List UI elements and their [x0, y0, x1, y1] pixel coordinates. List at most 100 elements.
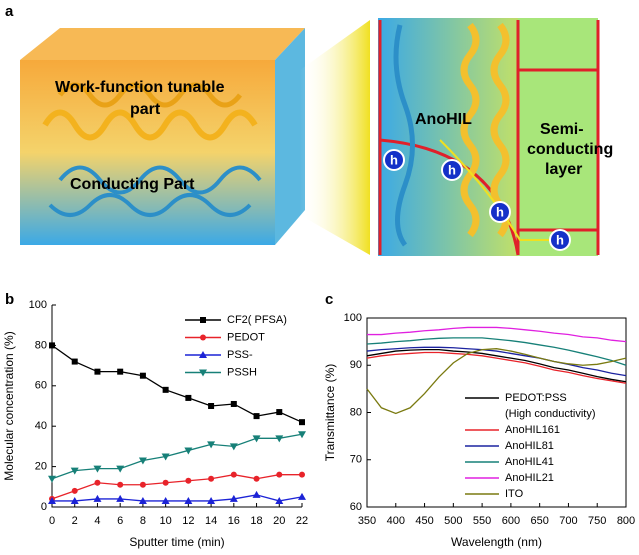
marker	[184, 447, 193, 455]
y-tick-label: 80	[350, 406, 362, 418]
marker	[185, 394, 192, 401]
x-tick-label: 18	[250, 515, 262, 527]
marker	[230, 471, 237, 478]
x-tick-label: 700	[559, 515, 577, 527]
y-tick-label: 40	[35, 420, 47, 432]
y-axis-label: Molecular concentration (%)	[2, 331, 16, 480]
hole	[549, 229, 571, 251]
y-tick-label: 0	[41, 501, 47, 513]
marker	[252, 435, 261, 443]
marker	[184, 496, 193, 504]
diagram-label: AnoHIL	[415, 111, 472, 128]
x-tick-label: 22	[296, 515, 308, 527]
marker	[199, 351, 207, 358]
series-line	[366, 349, 627, 383]
holes: h h h h	[383, 149, 571, 251]
x-tick-label: 14	[205, 515, 217, 527]
legend-label: PEDOT	[227, 331, 265, 343]
x-tick-label: 16	[228, 515, 240, 527]
diagram-label: Conducting Part	[70, 176, 195, 193]
marker	[298, 492, 306, 500]
hole-label: h	[390, 152, 398, 167]
legend-label: PSS-	[227, 349, 253, 361]
y-tick-label: 100	[344, 312, 362, 324]
marker	[185, 477, 192, 484]
x-tick-label: 500	[444, 515, 462, 527]
diagram-label: Semi-	[540, 121, 584, 138]
x-tick-label: 550	[473, 515, 491, 527]
x-tick-label: 350	[358, 515, 376, 527]
marker	[229, 494, 238, 502]
marker	[71, 487, 78, 494]
x-axis-label: Wavelength (nm)	[451, 535, 542, 549]
hole	[441, 159, 463, 181]
x-tick-label: 6	[117, 515, 123, 527]
marker	[138, 496, 147, 504]
marker	[200, 317, 206, 323]
marker	[161, 496, 170, 504]
y-axis-label: Transmittance (%)	[323, 364, 337, 462]
marker	[208, 403, 215, 409]
x-tick-label: 800	[617, 515, 635, 527]
diagram-label: part	[130, 101, 161, 118]
marker	[117, 368, 124, 375]
marker	[298, 431, 306, 439]
series-line	[51, 344, 303, 423]
marker	[94, 368, 101, 375]
marker	[70, 496, 79, 504]
marker	[200, 334, 206, 341]
x-tick-label: 600	[502, 515, 520, 527]
chart: 350 400 450 500 550 600 650 700 750 800 60 70 80 90 10…	[323, 312, 635, 549]
hole-label: h	[556, 232, 564, 247]
marker	[253, 475, 260, 482]
series-line	[366, 348, 627, 415]
y-tick-label: 80	[35, 339, 47, 351]
marker	[299, 419, 305, 426]
marker	[49, 342, 55, 349]
panel-label: a	[5, 3, 14, 20]
marker	[207, 441, 216, 449]
x-tick-label: 650	[530, 515, 548, 527]
marker	[275, 435, 284, 443]
marker	[116, 465, 125, 473]
hole	[489, 201, 511, 223]
x-tick-label: 20	[273, 515, 285, 527]
series-line	[52, 494, 303, 502]
x-tick-label: 450	[415, 515, 433, 527]
series-line	[366, 337, 627, 366]
series-line	[366, 351, 627, 384]
diagram-label: Work-function tunable	[55, 79, 225, 96]
marker	[117, 481, 124, 488]
marker	[162, 479, 169, 486]
legend-label: AnoHIL41	[505, 456, 554, 468]
legend-label: (High conductivity)	[505, 408, 595, 420]
diagram-label: conducting	[527, 141, 613, 158]
legend-label: AnoHIL81	[505, 440, 554, 452]
legend-label: ITO	[505, 488, 524, 500]
legend-label: AnoHIL21	[505, 472, 554, 484]
hole	[383, 149, 405, 171]
chart: 0 2 4 6 8 10 12 14 16 18 20 22 0 20 40 60 80 100 Sputter t…	[2, 299, 308, 549]
marker	[199, 369, 207, 377]
diagram-label: layer	[545, 161, 582, 178]
legend-label: CF2( PFSA)	[227, 314, 287, 326]
series-line	[51, 474, 302, 500]
legend-label: PSSH	[227, 366, 257, 378]
marker	[71, 358, 78, 365]
charts: 0 2 4 6 8 10 12 14 16 18 20 22 0 20 40 60 80 100 Sputter t…	[2, 299, 635, 549]
marker	[93, 465, 102, 473]
x-tick-label: 8	[140, 515, 146, 527]
marker	[162, 386, 169, 393]
marker	[48, 496, 56, 504]
x-tick-label: 400	[387, 515, 405, 527]
x-tick-label: 0	[49, 515, 55, 527]
y-tick-label: 60	[35, 380, 47, 392]
marker	[139, 372, 146, 379]
marker	[253, 413, 260, 420]
marker	[116, 494, 125, 502]
marker	[161, 453, 170, 461]
marker	[276, 471, 283, 478]
x-tick-label: 10	[160, 515, 172, 527]
x-tick-label: 4	[94, 515, 100, 527]
